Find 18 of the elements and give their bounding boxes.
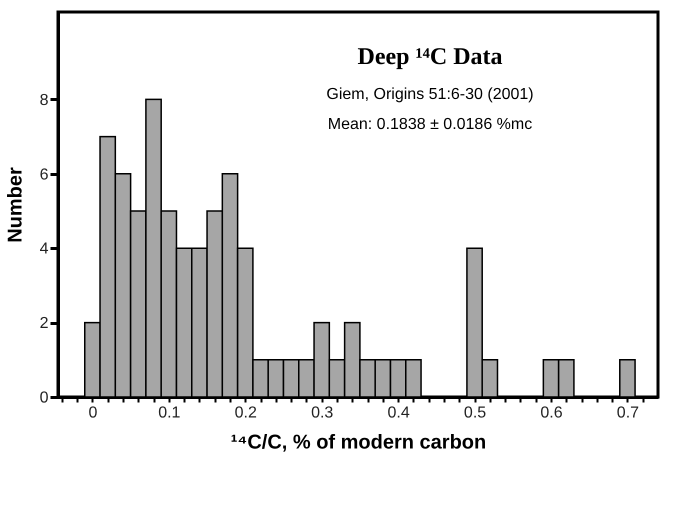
annotation: Mean: 0.1838 ± 0.0186 %mc [328, 116, 532, 133]
text: Deep ¹⁴C Data [357, 44, 503, 70]
y-tick-label: 4 [40, 240, 49, 258]
y-tick-label: 2 [40, 315, 49, 332]
x-tick-label: 0.3 [311, 404, 334, 422]
y-tick-label: 8 [40, 92, 49, 109]
x-tick-label: 0.2 [234, 404, 257, 422]
x-tick-label: 0.5 [464, 404, 486, 422]
x-tick-label: 0.1 [158, 404, 181, 422]
x-axis-title: ¹⁴C/C, % of modern carbon [230, 432, 486, 454]
x-tick-label: 0.4 [388, 404, 410, 422]
y-tick-label: 6 [40, 166, 49, 184]
annotation: Giem, Origins 51:6-30 (2001) [326, 86, 534, 103]
x-tick-label: 0 [88, 404, 98, 422]
x-tick-label: 0.6 [540, 404, 563, 422]
y-tick-label: 0 [40, 390, 49, 406]
y-axis-title: Number [4, 167, 27, 243]
x-tick-label: 0.7 [616, 404, 640, 422]
